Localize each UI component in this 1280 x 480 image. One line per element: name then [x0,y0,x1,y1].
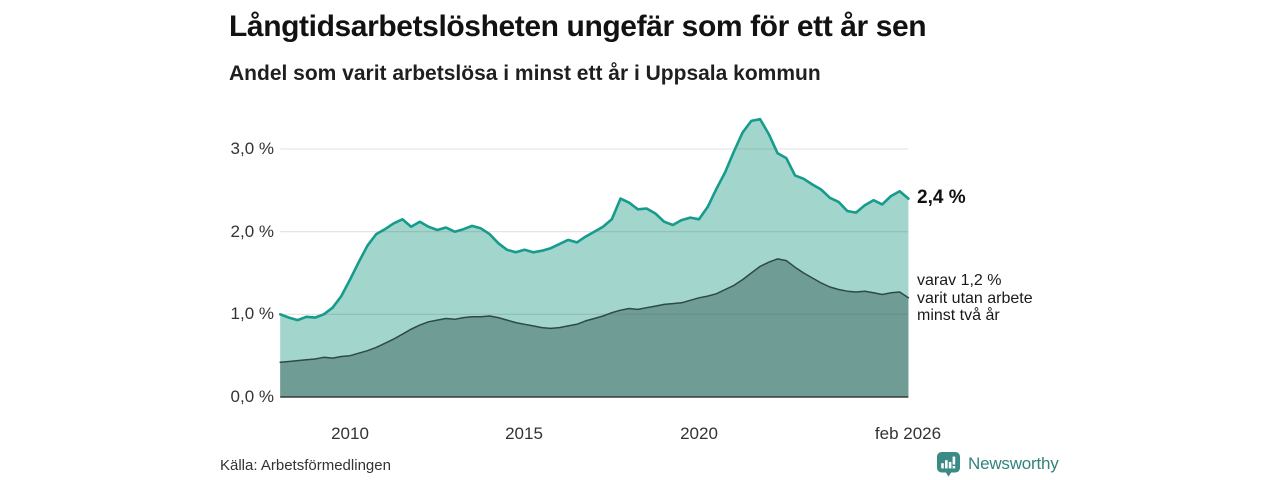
newsworthy-brand: Newsworthy [936,451,1059,477]
series-end-note-label: varav 1,2 % varit utan arbete minst två … [917,272,1033,325]
end-note-line-3: minst två år [917,307,1000,324]
bar-chart-speech-bubble-icon [937,452,960,477]
end-note-line-1: varav 1,2 % [917,272,1002,289]
total-line [278,117,910,322]
two-year-line [279,258,910,364]
y-axis-tick-1: 1,0 % [230,304,274,323]
x-axis-tick-2020: 2020 [680,424,718,443]
x-axis-tick-2015: 2015 [505,424,543,443]
page-title: Långtidsarbetslösheten ungefär som för e… [229,10,927,43]
page-subtitle: Andel som varit arbetslösa i minst ett å… [229,62,821,85]
y-axis-tick-0: 0,0 % [230,387,274,406]
two-year-area [280,258,909,397]
y-axis-tick-2: 2,0 % [230,222,274,241]
x-axis-tick-feb-2026: feb 2026 [874,424,942,443]
brand-name: Newsworthy [968,454,1059,473]
y-axis-tick-3: 3,0 % [230,139,274,158]
series-end-value-label: 2,4 % [917,187,966,208]
end-note-line-2: varit utan arbete [917,289,1033,307]
x-axis-tick-2010: 2010 [331,424,369,443]
source-attribution: Källa: Arbetsförmedlingen [220,457,391,474]
